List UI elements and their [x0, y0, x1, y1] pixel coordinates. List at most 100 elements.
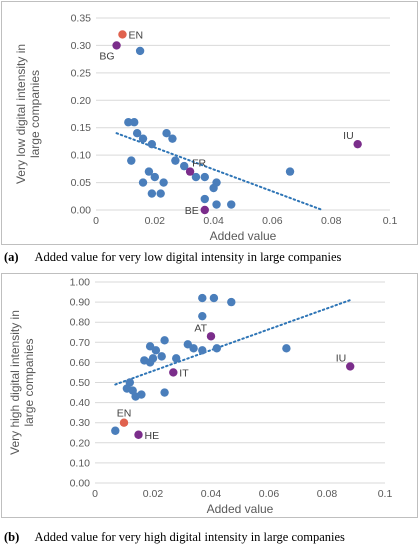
y-tick-label: 0.90 [70, 297, 91, 309]
x-tick-label: 0.06 [259, 488, 280, 500]
data-point [198, 293, 207, 303]
data-point [137, 390, 146, 399]
y-axis-title-line: Very high digital intensity in [8, 310, 22, 455]
y-tick-label: 0.10 [70, 457, 91, 469]
x-tick-label: 0.08 [317, 488, 338, 500]
data-point [191, 172, 201, 182]
data-point [144, 167, 154, 176]
point-label-iu: IU [336, 352, 347, 364]
data-point [156, 189, 165, 198]
data-point [172, 354, 181, 363]
caption-b-text: Added value for very high digital intens… [34, 530, 345, 544]
data-point [171, 156, 180, 165]
point-label-at: AT [194, 322, 207, 334]
caption-a-tag: (a) [4, 250, 19, 264]
y-tick-label: 0.30 [71, 40, 92, 52]
y-axis-title: Very high digital intensity inlarge comp… [8, 310, 36, 455]
y-tick-label: 0.10 [71, 150, 92, 162]
chart-panel-b: 0.00 0.10 0.20 0.30 0.40 0.50 0.60 0.70 0.80 0.90… [1, 273, 418, 518]
y-tick-label: 0.80 [70, 317, 91, 329]
labeled-point-at [206, 332, 216, 341]
x-tick-label: 0.06 [262, 215, 283, 227]
data-point [150, 172, 159, 182]
data-point [209, 293, 219, 303]
data-point [148, 354, 158, 363]
x-tick-label: 0 [93, 215, 99, 227]
point-label-bg: BG [99, 50, 114, 62]
caption-b: (b) Added value for very high digital in… [4, 530, 345, 545]
data-point [212, 178, 221, 187]
y-axis-title-line: Very low digital intensity in [14, 44, 28, 184]
data-point [198, 346, 207, 355]
data-point [125, 378, 134, 387]
data-point [151, 346, 161, 355]
scatter-chart-a: 0.00 0.05 0.10 0.15 0.20 0.25 0.30 0.35 0 0.02 0.0… [14, 13, 398, 244]
point-label-be: BE [185, 205, 199, 217]
data-point [132, 129, 142, 138]
data-point [127, 156, 136, 165]
data-point [147, 189, 157, 198]
y-tick-label: 0.15 [71, 122, 92, 134]
data-point [147, 139, 157, 149]
point-label-it: IT [179, 367, 189, 379]
x-tick-label: 0.08 [321, 215, 342, 227]
data-point [138, 178, 148, 187]
y-tick-label: 0.20 [70, 437, 91, 449]
data-point [162, 129, 171, 138]
point-label-en: EN [128, 29, 143, 41]
y-tick-label: 0.70 [70, 337, 91, 349]
labeled-point-he [134, 430, 143, 439]
point-label-en: EN [117, 408, 132, 420]
data-point [227, 297, 236, 307]
y-tick-label: 0.35 [71, 13, 92, 25]
y-tick-label: 0.00 [71, 205, 92, 217]
y-tick-label: 0.30 [70, 417, 91, 429]
x-axis-title: Added value [210, 229, 277, 243]
data-point [160, 336, 169, 345]
data-point [200, 172, 209, 182]
x-tick-label: 0.02 [143, 488, 164, 500]
data-point [198, 311, 207, 321]
data-point [200, 194, 209, 204]
caption-a: (a) Added value for very low digital int… [4, 250, 341, 265]
labeled-point-fr [185, 167, 195, 176]
data-point [130, 118, 139, 127]
labeled-point-iu [353, 139, 362, 149]
y-tick-label: 0.60 [70, 357, 91, 369]
x-tick-label: 0.1 [383, 215, 398, 227]
trendline [114, 299, 352, 386]
x-tick-label: 0.02 [145, 215, 166, 227]
y-tick-label: 1.00 [70, 277, 91, 289]
data-point [111, 426, 120, 435]
y-axis-title-line: large companies [28, 70, 42, 158]
data-point [157, 352, 166, 361]
labeled-point-en [119, 418, 129, 427]
labeled-point-be [200, 205, 209, 215]
data-point [285, 167, 295, 176]
scatter-chart-b: 0.00 0.10 0.20 0.30 0.40 0.50 0.60 0.70 0.80 0.90… [8, 277, 392, 517]
labeled-point-bg [112, 41, 121, 50]
data-point [212, 344, 221, 353]
y-axis-title-line: large companies [22, 338, 36, 426]
y-tick-label: 0.05 [71, 177, 92, 189]
point-label-fr: FR [192, 158, 206, 170]
x-axis-title: Added value [207, 502, 274, 516]
labeled-point-iu [346, 362, 355, 371]
x-tick-label: 0.04 [203, 215, 224, 227]
chart-panel-a: 0.00 0.05 0.10 0.15 0.20 0.25 0.30 0.35 0 0.02 0.0… [1, 1, 418, 245]
data-point [168, 134, 177, 143]
data-point [212, 200, 221, 209]
data-point [135, 46, 145, 56]
caption-b-tag: (b) [4, 530, 20, 544]
x-tick-label: 0.04 [201, 488, 222, 500]
data-point [138, 134, 148, 143]
labeled-point-it [169, 368, 178, 377]
y-tick-label: 0.00 [70, 478, 91, 490]
data-point [282, 344, 291, 353]
y-tick-label: 0.50 [70, 377, 91, 389]
data-point [189, 344, 198, 353]
data-point [159, 178, 168, 187]
y-tick-label: 0.25 [71, 67, 92, 79]
y-tick-label: 0.40 [70, 397, 91, 409]
data-point [160, 388, 169, 397]
